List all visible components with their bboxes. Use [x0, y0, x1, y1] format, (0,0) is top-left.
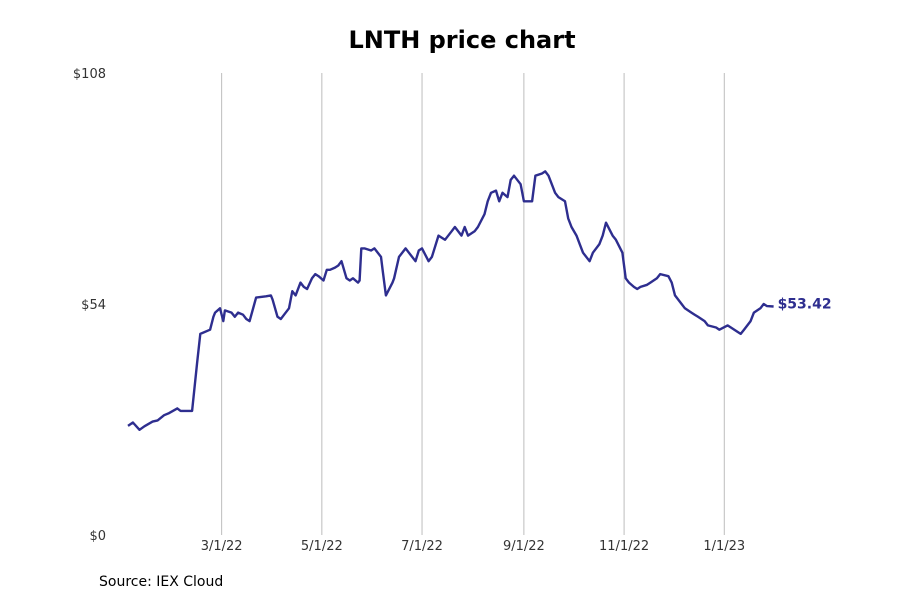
source-note: Source: IEX Cloud [99, 574, 224, 590]
x-tick-label: 9/1/22 [503, 539, 545, 554]
y-tick-label: $54 [81, 298, 106, 313]
x-tick-label: 7/1/22 [401, 539, 443, 554]
y-tick-label: $108 [73, 67, 106, 82]
series-layer: $53.42 [127, 170, 832, 431]
x-tick-label: 5/1/22 [301, 539, 343, 554]
last-price-label: $53.42 [778, 296, 832, 312]
price-line [127, 170, 774, 431]
chart-title: LNTH price chart [348, 26, 576, 54]
y-tick-label: $0 [89, 529, 106, 544]
x-axis: 3/1/22 5/1/22 7/1/22 9/1/22 11/1/22 1/1/23 [201, 539, 746, 554]
y-axis: $0 $54 $108 [73, 67, 106, 544]
x-tick-label: 11/1/22 [599, 539, 649, 554]
x-tick-label: 3/1/22 [201, 539, 243, 554]
x-tick-label: 1/1/23 [703, 539, 745, 554]
gridlines [221, 73, 725, 535]
